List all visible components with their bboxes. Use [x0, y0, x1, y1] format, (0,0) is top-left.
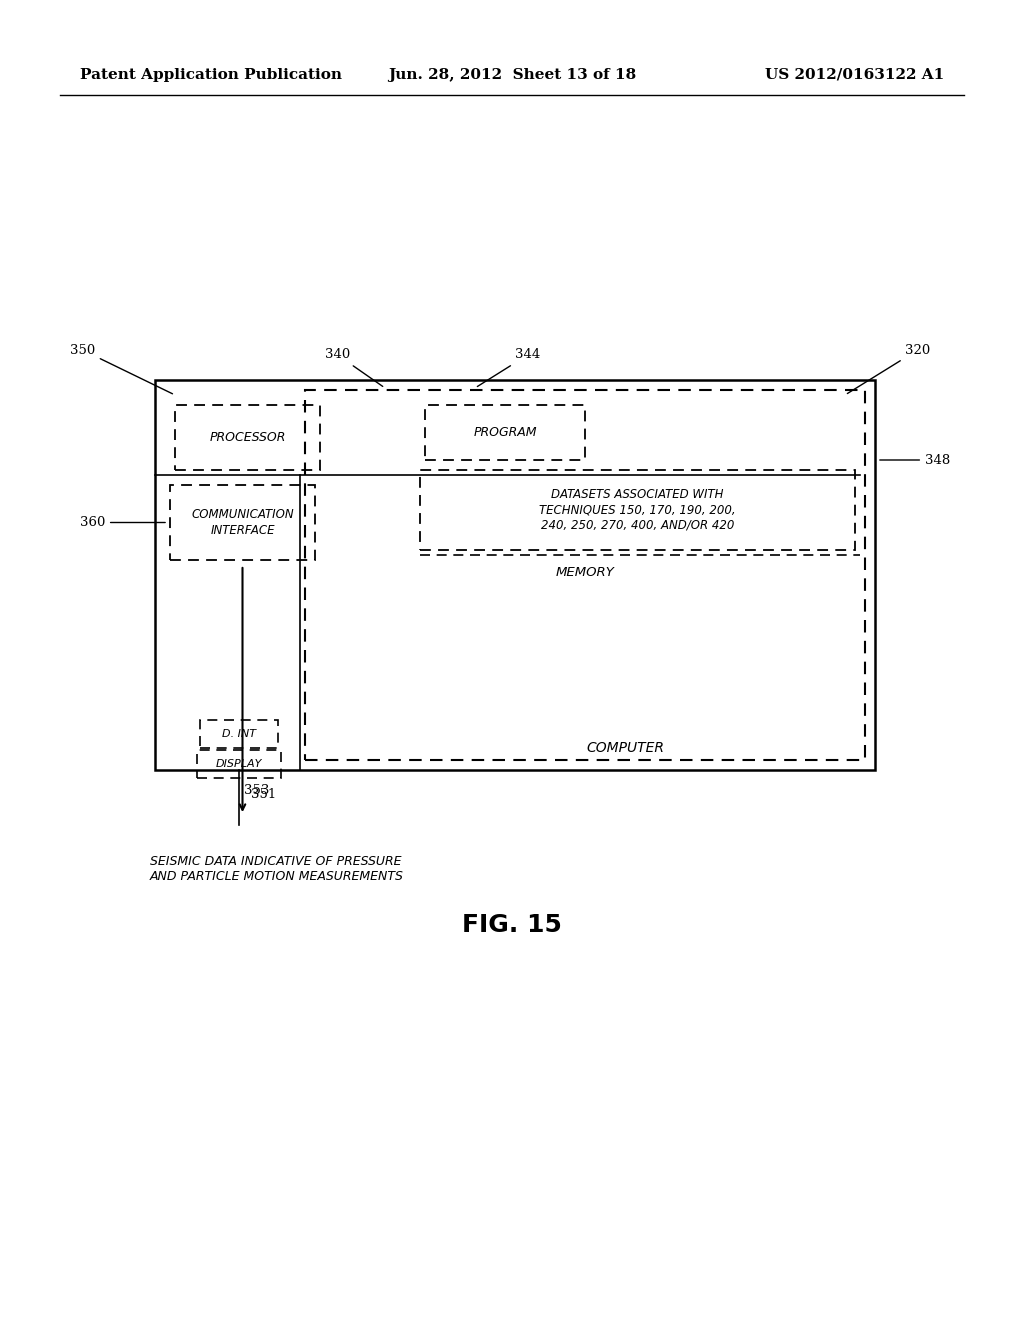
Text: 353: 353: [244, 784, 269, 796]
Text: 351: 351: [251, 788, 275, 801]
Text: 348: 348: [880, 454, 950, 466]
Text: FIG. 15: FIG. 15: [462, 913, 562, 937]
Text: Patent Application Publication: Patent Application Publication: [80, 69, 342, 82]
Text: DATASETS ASSOCIATED WITH
TECHNIQUES 150, 170, 190, 200,
240, 250, 270, 400, AND/: DATASETS ASSOCIATED WITH TECHNIQUES 150,…: [540, 488, 736, 532]
Text: 320: 320: [847, 343, 930, 393]
Text: PROCESSOR: PROCESSOR: [209, 432, 286, 444]
Text: 344: 344: [477, 348, 541, 387]
Text: DISPLAY: DISPLAY: [216, 759, 262, 770]
Text: PROGRAM: PROGRAM: [473, 426, 537, 440]
Text: US 2012/0163122 A1: US 2012/0163122 A1: [765, 69, 944, 82]
Text: 340: 340: [325, 348, 383, 387]
Text: SEISMIC DATA INDICATIVE OF PRESSURE
AND PARTICLE MOTION MEASUREMENTS: SEISMIC DATA INDICATIVE OF PRESSURE AND …: [150, 855, 403, 883]
Text: 360: 360: [80, 516, 165, 529]
Text: COMPUTER: COMPUTER: [586, 741, 664, 755]
Text: Jun. 28, 2012  Sheet 13 of 18: Jun. 28, 2012 Sheet 13 of 18: [388, 69, 636, 82]
Text: COMMUNICATION
INTERFACE: COMMUNICATION INTERFACE: [191, 508, 294, 536]
Text: D. INT: D. INT: [222, 729, 256, 739]
Text: 350: 350: [70, 343, 172, 393]
Text: MEMORY: MEMORY: [556, 565, 614, 578]
